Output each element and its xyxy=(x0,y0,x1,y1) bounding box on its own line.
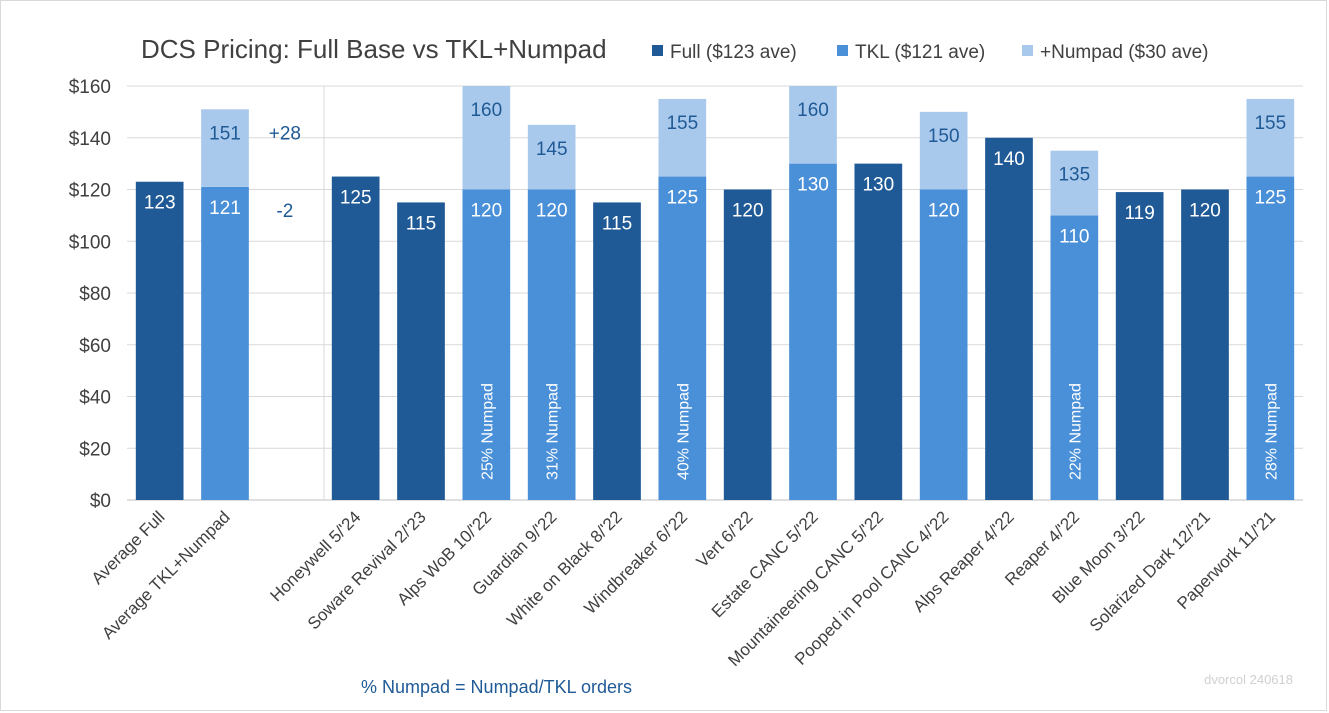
bar-numpad xyxy=(201,109,249,187)
bar-value-label: 120 xyxy=(536,201,568,222)
y-tick-label: $80 xyxy=(79,284,111,305)
bar-value-label: 120 xyxy=(732,201,764,222)
legend-swatch-full xyxy=(652,45,663,56)
bar-total-label: 135 xyxy=(1058,165,1090,186)
bar-value-label: 120 xyxy=(1189,201,1221,222)
bar-full xyxy=(331,176,380,500)
bar-value-label: 125 xyxy=(1254,188,1286,209)
gridlines xyxy=(127,85,1303,501)
bar-value-label: 115 xyxy=(602,213,632,234)
numpad-percent-label: 31% Numpad xyxy=(545,383,562,480)
bar-numpad xyxy=(527,124,576,190)
bars: 123 121 151 +28 -2 125 115 120 160 25% Numpad 120 1… xyxy=(135,86,1295,501)
bar-value-label: 130 xyxy=(862,175,894,196)
bar-tkl xyxy=(789,163,837,500)
bar-tkl xyxy=(1050,215,1099,500)
bar-numpad xyxy=(1246,98,1295,177)
bar-full xyxy=(593,202,641,500)
legend-label-full: Full ($123 ave) xyxy=(670,42,797,63)
y-tick-label: $60 xyxy=(79,336,111,357)
bar-value-label: 130 xyxy=(797,175,829,196)
bar-total-label: 145 xyxy=(536,139,568,160)
bar-numpad xyxy=(462,86,511,190)
bar-full xyxy=(985,137,1033,500)
bar-tkl xyxy=(1246,176,1295,500)
bar-value-label: 125 xyxy=(666,188,698,209)
diff-base-label: -2 xyxy=(276,201,293,222)
y-tick-label: $0 xyxy=(90,491,111,512)
bar-total-label: 155 xyxy=(666,113,698,134)
legend: Full ($123 ave) TKL ($121 ave) +Numpad ($3… xyxy=(652,42,1208,63)
x-tick-label: Soware Revival 2/'23 xyxy=(304,507,430,633)
y-tick-label: $40 xyxy=(79,388,111,409)
numpad-percent-label: 40% Numpad xyxy=(675,383,692,480)
bar-full xyxy=(1181,189,1229,500)
bar-value-label: 120 xyxy=(928,201,960,222)
bar-value-label: 119 xyxy=(1125,203,1155,224)
bar-full xyxy=(1115,192,1164,500)
bar-full xyxy=(135,181,184,501)
bar-value-label: 123 xyxy=(144,193,176,214)
bar-total-label: 155 xyxy=(1254,113,1286,134)
bar-tkl xyxy=(919,189,968,500)
legend-swatch-tkl xyxy=(837,45,848,56)
bar-tkl xyxy=(462,189,511,500)
y-tick-label: $20 xyxy=(79,439,111,460)
y-tick-label: $160 xyxy=(69,77,111,98)
numpad-percent-label: 22% Numpad xyxy=(1067,383,1084,480)
bar-full xyxy=(397,202,445,500)
bar-numpad xyxy=(919,111,968,190)
bar-total-label: 151 xyxy=(209,123,241,144)
y-tick-label: $140 xyxy=(69,129,111,150)
legend-swatch-numpad xyxy=(1022,45,1033,56)
bar-value-label: 140 xyxy=(993,149,1025,170)
numpad-percent-label: 28% Numpad xyxy=(1263,383,1280,480)
bar-value-label: 121 xyxy=(209,198,241,219)
y-tick-label: $100 xyxy=(69,232,111,253)
bar-tkl xyxy=(201,186,249,500)
bar-total-label: 160 xyxy=(470,100,502,121)
y-axis: $0 $20 $40 $60 $80 $100 $120 $140 $160 xyxy=(69,77,111,512)
bar-total-label: 160 xyxy=(797,100,829,121)
legend-label-tkl: TKL ($121 ave) xyxy=(855,42,985,63)
bar-numpad xyxy=(789,86,837,164)
footnote: % Numpad = Numpad/TKL orders xyxy=(361,677,632,697)
bar-value-label: 115 xyxy=(406,213,436,234)
bar-value-label: 120 xyxy=(470,201,502,222)
x-tick-label: Vert 6/'22 xyxy=(693,507,757,571)
bar-total-label: 150 xyxy=(928,126,960,147)
bar-numpad xyxy=(658,98,707,177)
bar-full xyxy=(854,163,903,500)
chart-title: DCS Pricing: Full Base vs TKL+Numpad xyxy=(141,34,607,64)
bar-numpad xyxy=(1050,150,1099,216)
x-tick-label: White on Black 8/'22 xyxy=(503,507,626,630)
diff-total-label: +28 xyxy=(269,123,301,144)
bar-value-label: 125 xyxy=(340,188,372,209)
numpad-percent-label: 25% Numpad xyxy=(479,383,496,480)
y-tick-label: $120 xyxy=(69,181,111,202)
x-tick-label: Average TKL+Numpad xyxy=(98,507,234,643)
watermark: dvorcol 240618 xyxy=(1204,672,1293,687)
bar-tkl xyxy=(658,176,707,500)
bar-full xyxy=(723,189,772,500)
bar-value-label: 110 xyxy=(1059,226,1089,247)
x-tick-label: Solarized Dark 12/'21 xyxy=(1086,507,1214,635)
bar-tkl xyxy=(527,189,576,500)
legend-label-numpad: +Numpad ($30 ave) xyxy=(1040,42,1208,63)
